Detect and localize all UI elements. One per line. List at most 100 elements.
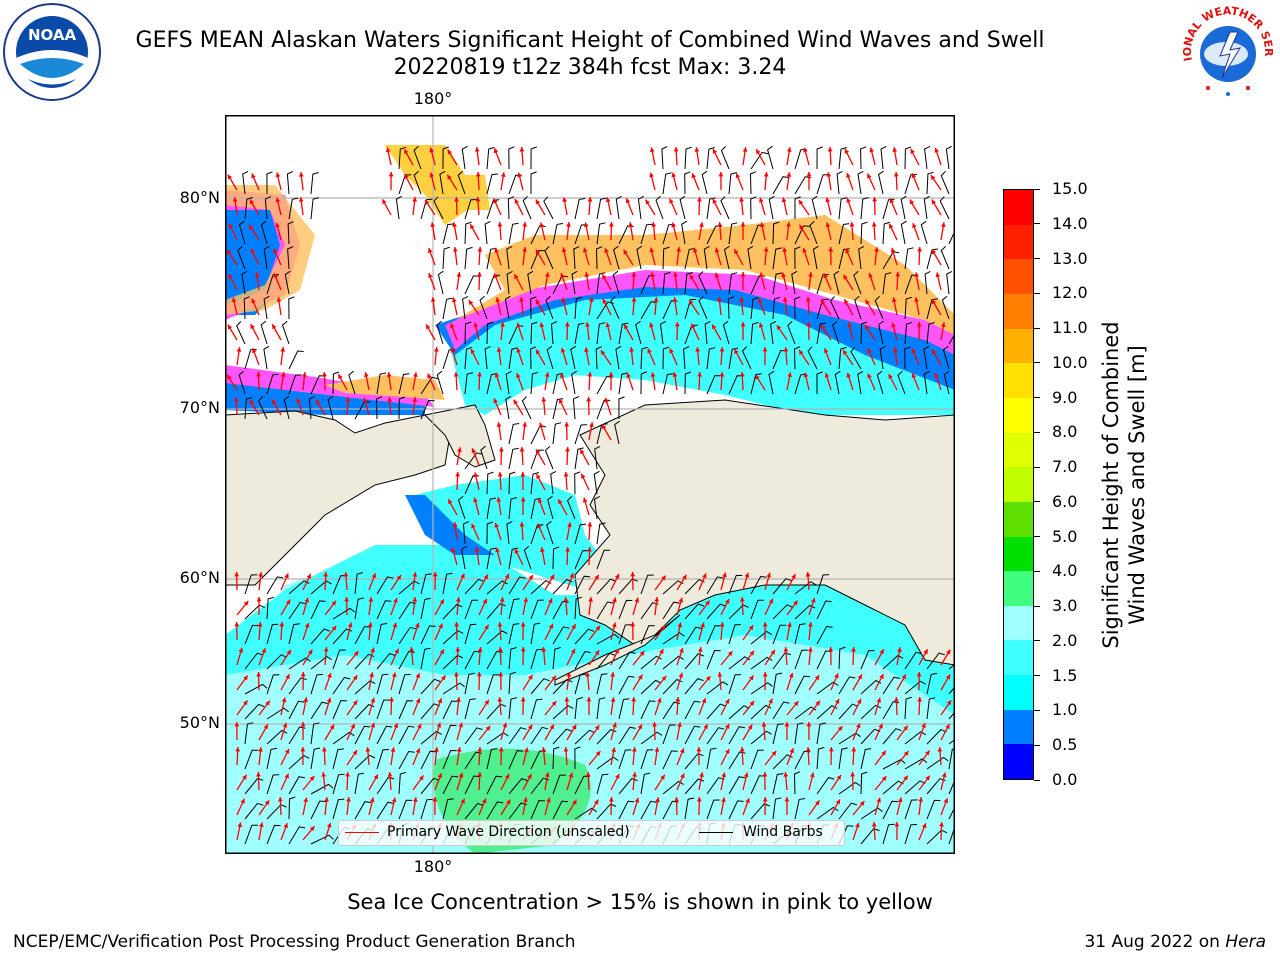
wave-direction-arrowhead (388, 172, 394, 177)
wind-barb (857, 370, 864, 395)
wave-direction-arrowhead (536, 449, 541, 455)
wind-barb (570, 345, 577, 370)
wind-barb (662, 724, 676, 745)
wave-direction-arrowhead (272, 399, 277, 405)
wave-direction-arrowhead (782, 247, 788, 252)
wave-direction-arrowhead (322, 747, 327, 752)
wind-barb (596, 322, 606, 345)
wind-barb (857, 170, 864, 195)
wave-direction-arrowhead (638, 674, 643, 680)
wind-barb (662, 678, 683, 695)
wind-barb (750, 297, 759, 320)
wave-direction-arrowhead (806, 722, 812, 727)
wind-barb (486, 547, 497, 570)
wind-barb (332, 676, 351, 695)
wave-direction-arrowhead (939, 822, 944, 827)
wind-barb (464, 698, 476, 720)
wind-barb (860, 649, 875, 670)
wind-barb (486, 580, 508, 595)
wind-barb (750, 575, 767, 595)
wind-barb (574, 471, 581, 495)
wave-direction-arrowhead (725, 724, 730, 729)
wave-direction-arrowhead (235, 747, 241, 752)
wind-barb (681, 220, 688, 245)
wind-barb (684, 146, 692, 170)
wind-barb (281, 320, 290, 345)
wind-barb (640, 574, 654, 595)
wind-barb (595, 246, 603, 270)
wind-barb (816, 777, 835, 795)
wave-direction-arrowhead (322, 372, 327, 377)
wind-barb (794, 581, 817, 595)
wave-direction-arrowhead (784, 797, 790, 802)
wave-direction-arrowhead (814, 675, 820, 681)
wind-barb (749, 171, 757, 195)
wave-direction-arrowhead (703, 724, 708, 730)
wave-direction-arrowhead (581, 473, 586, 479)
wave-direction-arrowhead (475, 197, 481, 202)
wave-direction-arrowhead (477, 647, 483, 652)
wave-direction-arrowhead (631, 697, 637, 702)
wave-direction-arrowhead (549, 724, 554, 730)
wave-direction-arrowhead (594, 725, 600, 731)
wind-barb (612, 270, 620, 295)
wave-direction-arrowhead (546, 797, 551, 803)
wind-barb (640, 655, 662, 670)
wave-direction-arrowhead (450, 323, 455, 328)
wind-barb (635, 320, 642, 345)
wave-direction-arrowhead (649, 147, 655, 153)
colorbar-tick-label: 1.0 (1052, 700, 1078, 720)
wind-barb (442, 724, 457, 745)
wind-barb (461, 145, 468, 170)
wave-direction-arrowhead (429, 147, 434, 153)
wind-barb (288, 700, 305, 720)
wave-direction-arrowhead (783, 772, 789, 777)
wave-direction-arrowhead (762, 672, 768, 677)
wind-barb (728, 800, 744, 820)
wave-direction-arrowhead (258, 572, 263, 577)
wind-barb (920, 220, 928, 245)
wave-direction-arrowhead (580, 449, 585, 455)
wave-direction-arrowhead (789, 748, 794, 754)
wave-direction-arrowhead (460, 798, 465, 804)
wave-direction-arrowhead (485, 725, 491, 731)
wave-direction-arrowhead (923, 649, 928, 655)
wave-direction-arrowhead (513, 399, 518, 405)
wave-direction-arrowhead (787, 372, 792, 378)
wave-direction-arrowhead (631, 747, 637, 752)
wave-direction-arrowhead (302, 372, 307, 377)
wave-direction-arrowhead (846, 173, 851, 178)
wave-direction-arrowhead (674, 322, 680, 327)
wind-barb (574, 550, 589, 570)
wind-barb (354, 653, 375, 670)
wind-barb (655, 195, 664, 220)
wind-barb (794, 649, 808, 670)
wind-barb (684, 171, 691, 195)
wave-direction-arrowhead (721, 772, 726, 778)
wave-direction-arrowhead (925, 775, 930, 781)
wind-barb (772, 652, 791, 670)
wind-barb (442, 630, 464, 645)
wind-barb (266, 674, 280, 695)
wind-barb (720, 196, 730, 220)
wind-barb (728, 172, 737, 195)
wave-direction-arrowhead (474, 147, 480, 152)
wave-direction-arrowhead (740, 322, 746, 327)
wind-barb (662, 632, 685, 645)
wave-direction-arrowhead (768, 698, 773, 704)
wind-barb (571, 270, 578, 295)
wind-barb (728, 347, 739, 370)
wave-direction-arrowhead (386, 372, 392, 377)
wind-barb (236, 321, 246, 345)
wave-direction-arrowhead (391, 797, 397, 803)
wave-direction-arrowhead (456, 697, 461, 702)
wave-direction-arrowhead (921, 723, 926, 728)
wave-direction-arrowhead (891, 322, 896, 328)
wave-direction-arrowhead (921, 823, 927, 829)
wind-barb (530, 449, 544, 470)
wave-direction-arrowhead (918, 797, 923, 802)
wind-barb (706, 375, 721, 395)
wind-barb (486, 146, 495, 170)
wave-direction-arrowhead (535, 249, 541, 255)
wave-direction-arrowhead (631, 297, 637, 302)
